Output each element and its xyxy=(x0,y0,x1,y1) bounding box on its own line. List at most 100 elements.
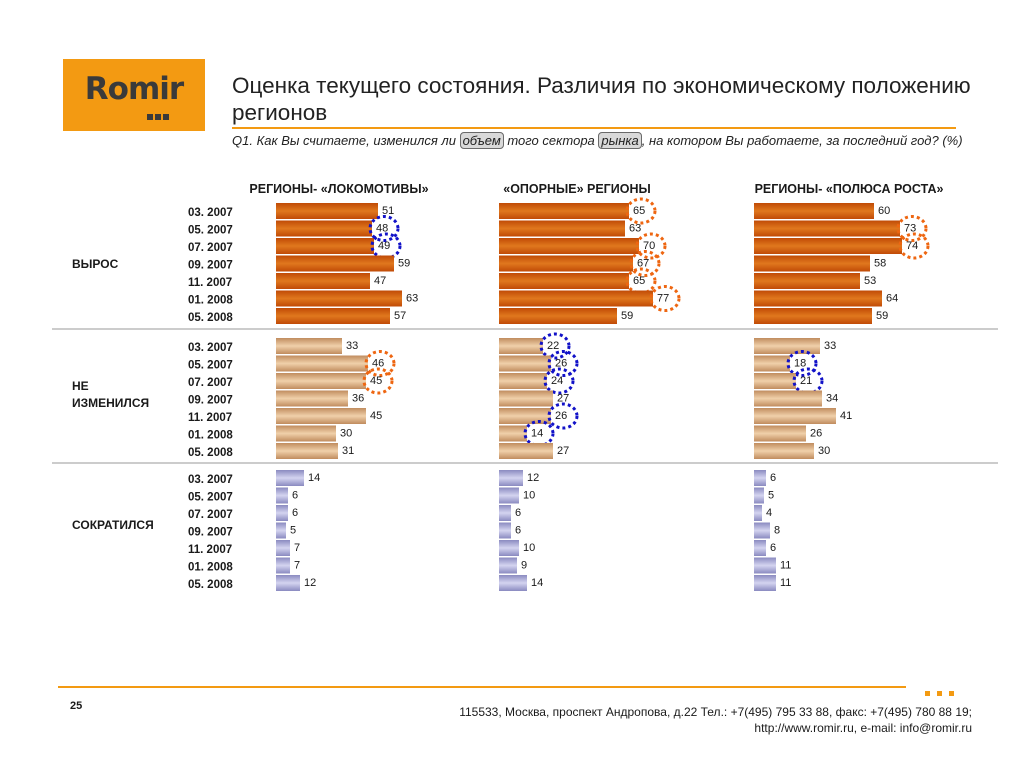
group-label: ИЗМЕНИЛСЯ xyxy=(72,396,149,410)
data-label: 6 xyxy=(292,490,298,502)
bar xyxy=(499,505,511,521)
data-label: 12 xyxy=(304,577,316,589)
category-label: 03. 2007 xyxy=(188,474,233,486)
bar xyxy=(754,557,776,574)
highlight-circle xyxy=(786,350,818,377)
category-label: 05. 2007 xyxy=(188,360,233,372)
data-label: 64 xyxy=(886,293,898,305)
data-label: 65 xyxy=(633,205,645,217)
data-label: 57 xyxy=(394,310,406,322)
bar xyxy=(754,220,900,237)
bar xyxy=(754,390,822,407)
bar xyxy=(499,557,517,574)
category-label: 07. 2007 xyxy=(188,377,233,389)
bar xyxy=(499,255,633,272)
survey-question: Q1. Как Вы считаете, изменился ли объем … xyxy=(232,132,972,149)
data-label: 24 xyxy=(551,375,563,387)
highlight-circle xyxy=(635,232,667,260)
data-label: 6 xyxy=(770,472,776,484)
data-label: 7 xyxy=(294,560,300,572)
category-label: 01. 2008 xyxy=(188,295,233,307)
highlight-circle xyxy=(368,215,400,242)
data-label: 47 xyxy=(374,275,386,287)
bar xyxy=(754,355,790,372)
data-label: 59 xyxy=(876,310,888,322)
highlight-circle xyxy=(625,197,657,225)
group-label: СОКРАТИЛСЯ xyxy=(72,518,154,532)
footer-divider xyxy=(58,686,906,688)
data-label: 26 xyxy=(810,428,822,440)
data-label: 6 xyxy=(292,507,298,519)
data-label: 31 xyxy=(342,445,354,457)
bar xyxy=(754,408,836,424)
data-label: 53 xyxy=(864,275,876,287)
bar xyxy=(276,575,300,591)
data-label: 5 xyxy=(290,525,296,537)
category-label: 11. 2007 xyxy=(188,544,232,556)
footer-contacts: 115533, Москва, проспект Андропова, д.22… xyxy=(352,704,972,736)
category-label: 05. 2008 xyxy=(188,579,233,591)
data-label: 70 xyxy=(643,240,655,252)
highlight-circle xyxy=(539,332,571,360)
bar xyxy=(754,238,902,254)
data-label: 14 xyxy=(531,577,543,589)
category-label: 05. 2008 xyxy=(188,312,233,324)
bar xyxy=(276,540,290,556)
bar xyxy=(754,522,770,539)
data-label: 6 xyxy=(770,542,776,554)
category-label: 03. 2007 xyxy=(188,342,233,354)
data-label: 45 xyxy=(370,410,382,422)
data-label: 4 xyxy=(766,507,772,519)
bar xyxy=(754,255,870,272)
bar xyxy=(276,238,374,254)
question-highlight-market: рынка xyxy=(598,132,642,149)
category-label: 05. 2007 xyxy=(188,225,233,237)
data-label: 9 xyxy=(521,560,527,572)
data-label: 36 xyxy=(352,393,364,405)
category-label: 09. 2007 xyxy=(188,527,233,539)
bar xyxy=(499,203,629,219)
bar xyxy=(754,443,814,459)
data-label: 21 xyxy=(800,375,812,387)
bar xyxy=(276,308,390,324)
bar xyxy=(499,390,553,407)
highlight-circle xyxy=(547,402,579,430)
footer-web-line: http://www.romir.ru, e-mail: info@romir.… xyxy=(754,721,972,735)
data-label: 46 xyxy=(372,358,384,370)
data-label: 27 xyxy=(557,393,569,405)
bar xyxy=(276,522,286,539)
category-label: 05. 2008 xyxy=(188,447,233,459)
bar xyxy=(276,470,304,486)
panel-header: РЕГИОНЫ- «ЛОКОМОТИВЫ» xyxy=(249,182,428,196)
bar xyxy=(754,203,874,219)
highlight-circle xyxy=(362,367,394,395)
data-label: 49 xyxy=(378,240,390,252)
data-label: 51 xyxy=(382,205,394,217)
data-label: 73 xyxy=(904,223,916,235)
bar xyxy=(499,290,653,307)
bar xyxy=(499,425,527,442)
bar xyxy=(754,308,872,324)
bar xyxy=(276,203,378,219)
question-text-end: , на котором Вы работаете, за последний … xyxy=(641,133,963,148)
bar xyxy=(276,255,394,272)
data-label: 33 xyxy=(824,340,836,352)
bar xyxy=(499,338,543,354)
data-label: 67 xyxy=(637,258,649,270)
question-text-middle: того сектора xyxy=(503,133,599,148)
data-label: 22 xyxy=(547,340,559,352)
bar xyxy=(754,425,806,442)
bar xyxy=(499,408,551,424)
data-label: 77 xyxy=(657,293,669,305)
data-label: 34 xyxy=(826,393,838,405)
data-label: 30 xyxy=(818,445,830,457)
highlight-circle xyxy=(898,232,930,260)
data-label: 6 xyxy=(515,507,521,519)
bar xyxy=(499,238,639,254)
highlight-circle xyxy=(547,350,579,377)
bar xyxy=(276,557,290,574)
data-label: 59 xyxy=(398,258,410,270)
category-label: 05. 2007 xyxy=(188,492,233,504)
bar xyxy=(754,338,820,354)
category-label: 01. 2008 xyxy=(188,430,233,442)
